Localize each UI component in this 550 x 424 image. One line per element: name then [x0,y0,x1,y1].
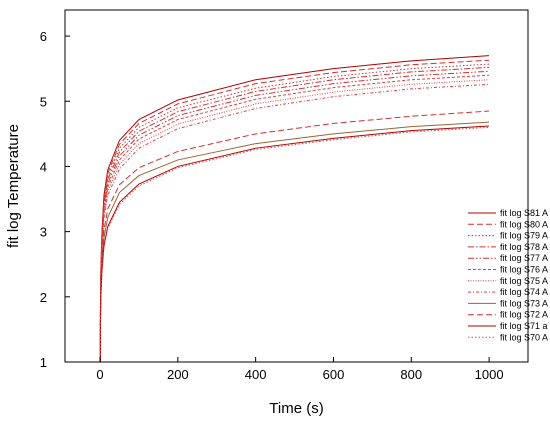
legend-label: fit log S74 A [500,287,548,297]
plot-frame [64,9,529,363]
series-line [99,79,490,362]
x-tick-label: 600 [323,367,345,382]
legend-label: fit log S71 a [500,321,548,331]
y-tick-label: 3 [40,225,47,240]
series-line [99,70,490,362]
series-line [99,125,490,362]
series-line [99,55,490,362]
legend-label: fit log S75 A [500,276,548,286]
series-line [99,126,490,362]
legend-label: fit log S70 A [500,332,548,342]
legend-label: fit log S72 A [500,310,548,320]
x-tick-label: 400 [245,367,267,382]
y-tick-label: 6 [40,29,47,44]
legend-label: fit log S80 A [500,219,548,229]
x-axis: 0 200 400 600 800 1000 [96,357,504,382]
series-line [99,121,490,362]
y-tick-label: 1 [40,355,47,370]
x-tick-label: 1000 [475,367,504,382]
series-line [99,59,490,362]
y-axis: 1 2 3 4 5 6 [40,29,70,370]
y-axis-title: fit log Temperature [5,124,22,248]
series-line [99,63,490,362]
x-tick-label: 0 [96,367,103,382]
legend-label: fit log S77 A [500,253,548,263]
legend-label: fit log S79 A [500,231,548,241]
series-line [99,110,490,362]
legend-label: fit log S76 A [500,265,548,275]
x-axis-title: Time (s) [269,400,323,417]
series-line [99,74,490,362]
legend-label: fit log S81 A [500,208,548,218]
x-tick-label: 800 [400,367,422,382]
x-tick-label: 200 [167,367,189,382]
y-tick-label: 2 [40,290,47,305]
y-tick-label: 4 [40,159,47,174]
legend-label: fit log S78 A [500,242,548,252]
y-tick-label: 5 [40,94,47,109]
series-line [99,66,490,362]
legend-label: fit log S73 A [500,298,548,308]
series-layer [99,55,490,362]
